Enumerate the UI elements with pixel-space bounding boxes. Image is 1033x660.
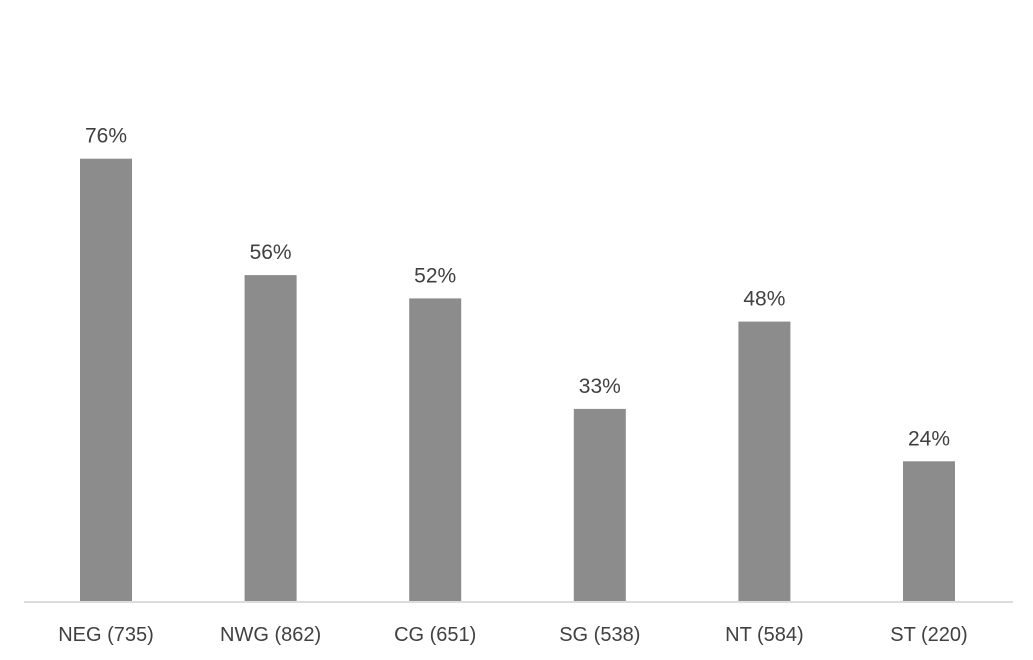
data-label-5: 24% bbox=[908, 427, 950, 450]
x-tick-label-1: NWG (862) bbox=[220, 624, 321, 646]
bar-0 bbox=[80, 158, 132, 601]
data-label-0: 76% bbox=[85, 125, 127, 148]
bar-2 bbox=[409, 298, 462, 601]
bar-1 bbox=[244, 275, 297, 601]
data-label-3: 33% bbox=[579, 375, 621, 398]
x-tick-label-4: NT (584) bbox=[725, 624, 804, 646]
x-tick-label-2: CG (651) bbox=[394, 624, 476, 646]
data-label-1: 56% bbox=[250, 241, 292, 264]
x-tick-label-3: SG (538) bbox=[559, 624, 640, 646]
data-label-2: 52% bbox=[414, 264, 456, 287]
data-label-4: 48% bbox=[743, 288, 785, 311]
bar-5 bbox=[903, 461, 955, 601]
bar-3 bbox=[573, 408, 626, 601]
bars-group bbox=[80, 158, 955, 601]
x-tick-label-0: NEG (735) bbox=[58, 624, 154, 646]
x-tick-label-5: ST (220) bbox=[890, 624, 967, 646]
value-labels-group: 76% 56% 52% 33% 48% 24% bbox=[85, 125, 950, 451]
bar-4 bbox=[738, 321, 791, 601]
x-tick-labels-group: NEG (735) NWG (862) CG (651) SG (538) NT (58… bbox=[58, 624, 968, 646]
